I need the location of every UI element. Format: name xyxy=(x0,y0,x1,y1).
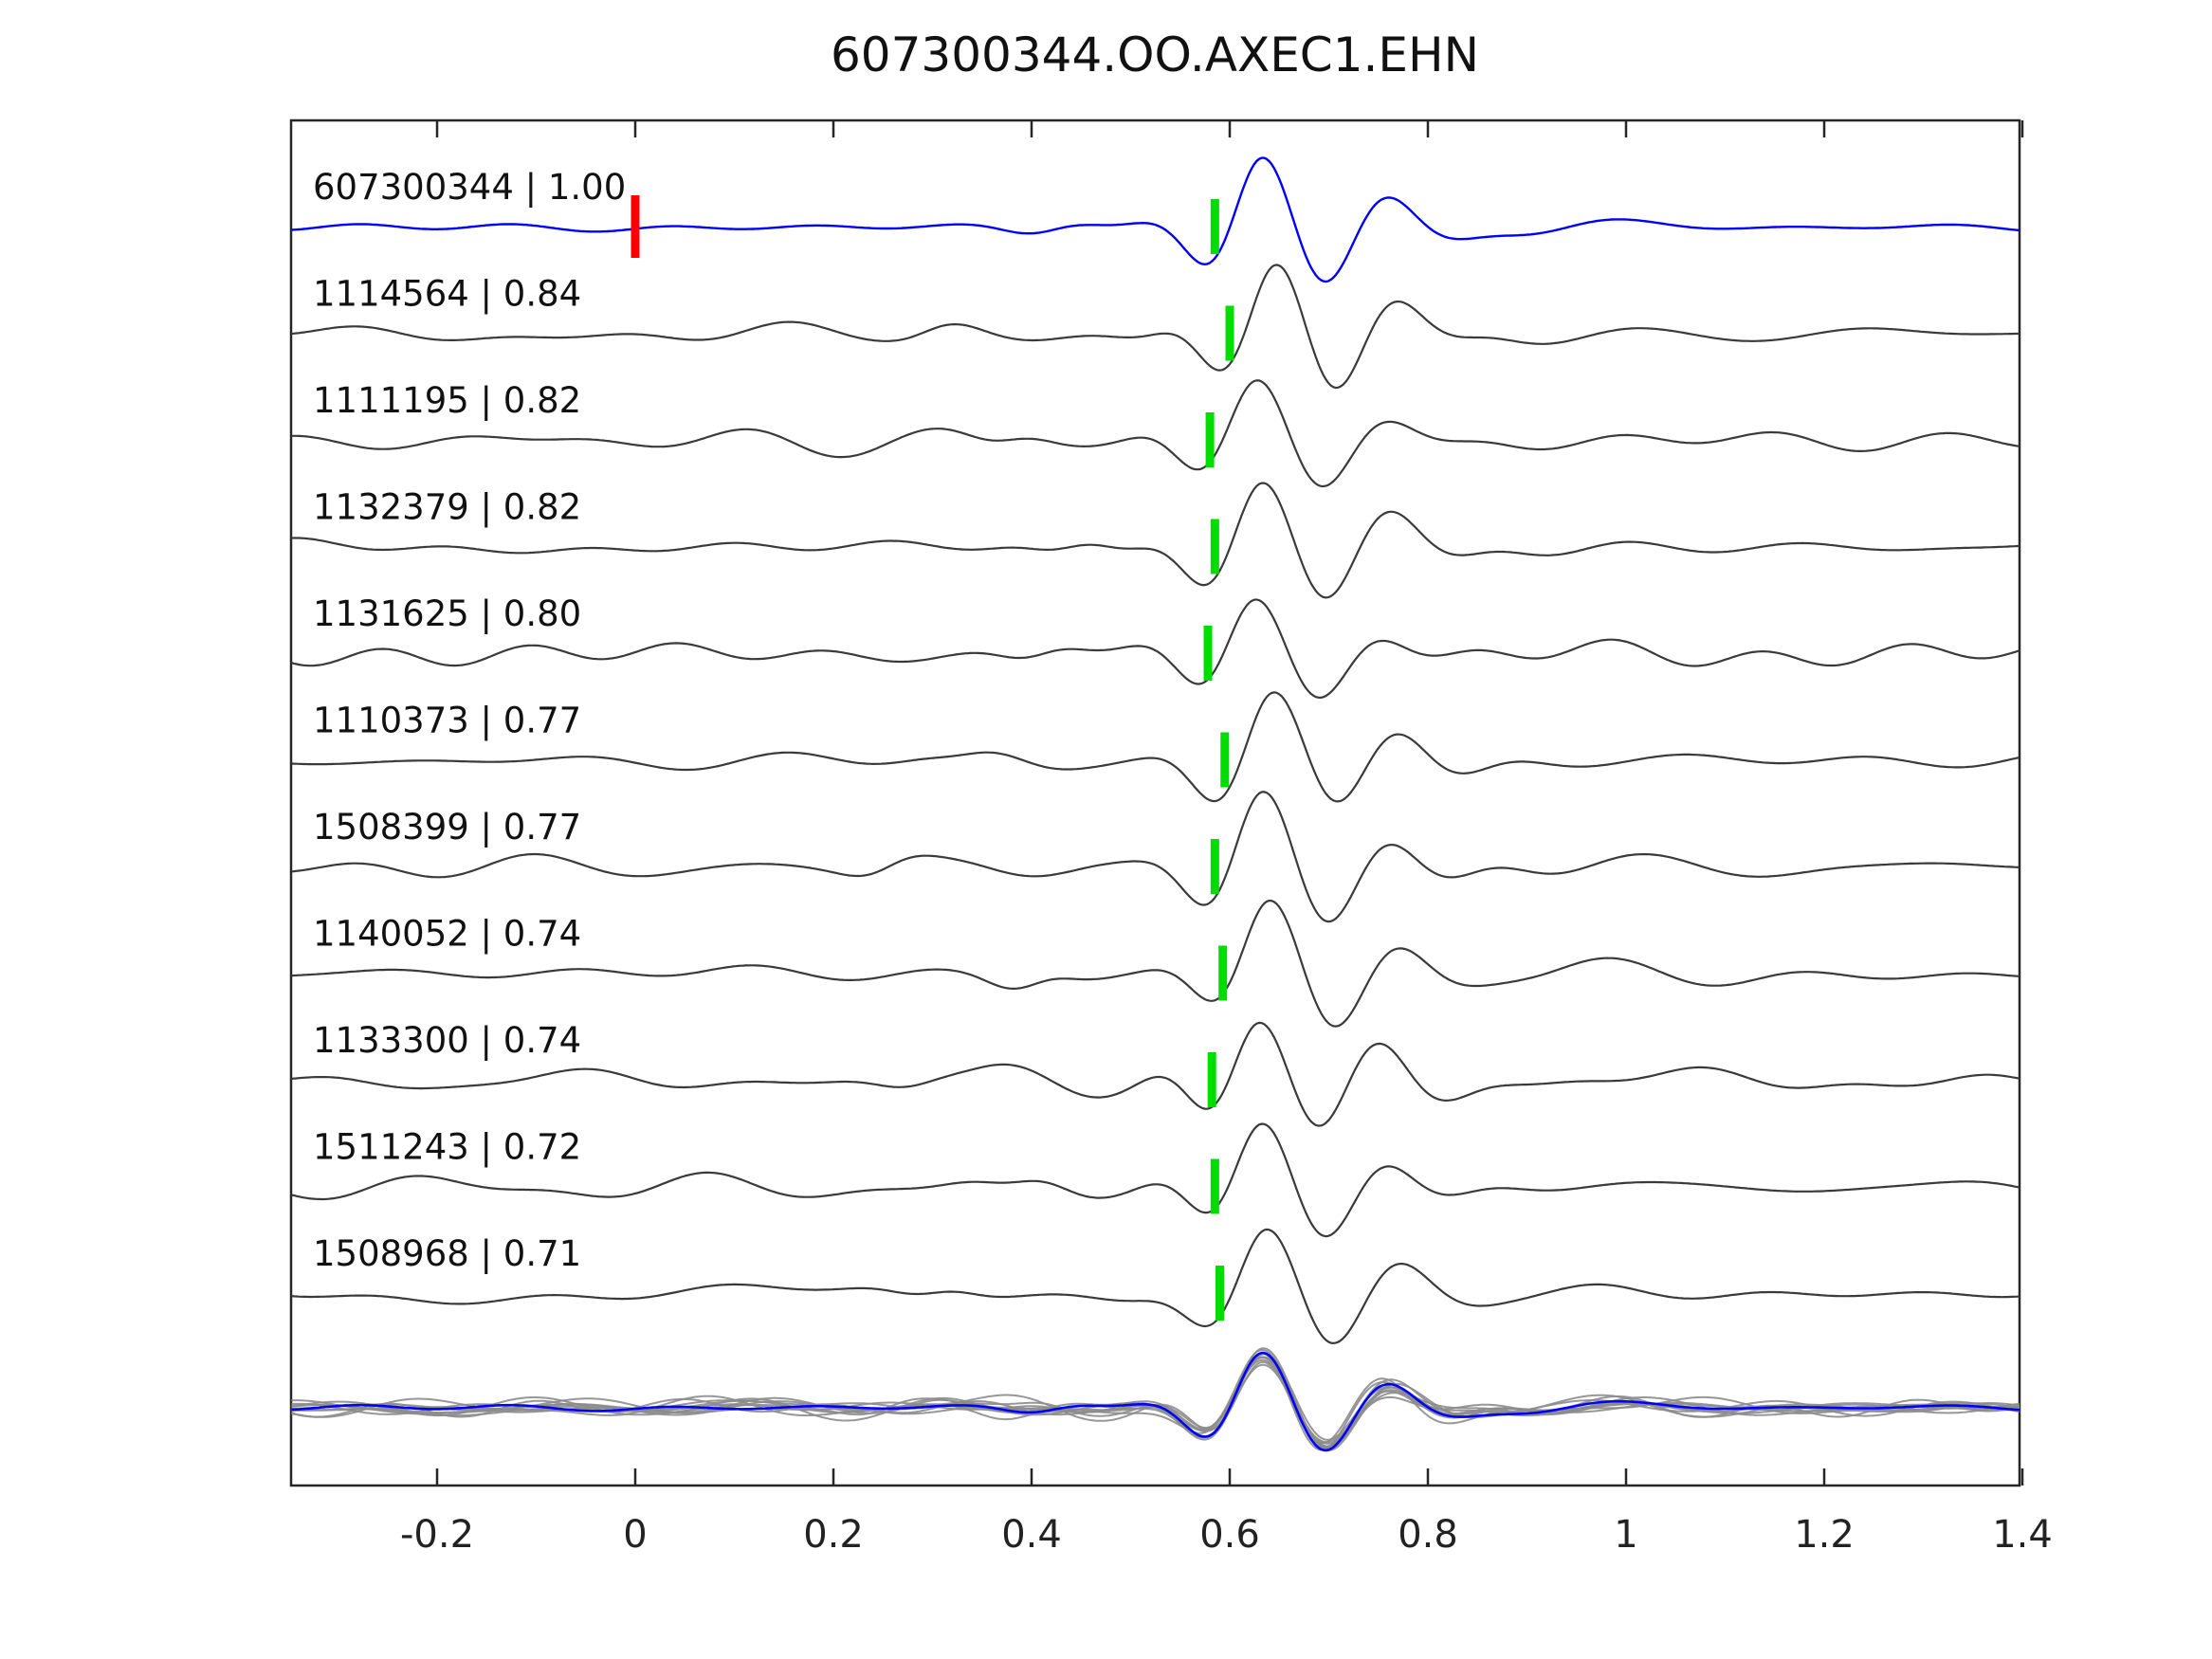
match-trace xyxy=(291,264,2020,390)
match-trace xyxy=(291,379,2020,488)
match-trace xyxy=(291,900,2020,1028)
x-tick-label: 1.2 xyxy=(1794,1513,1855,1557)
match-trace xyxy=(291,598,2020,700)
x-tick-label: 0 xyxy=(623,1513,647,1557)
plot-title: 607300344.OO.AXEC1.EHN xyxy=(831,27,1479,82)
axes-box xyxy=(289,118,2021,1487)
trace-label: 1508399 | 0.77 xyxy=(313,807,581,848)
x-tick-label: 1.4 xyxy=(1992,1513,2053,1557)
trace-label: 607300344 | 1.00 xyxy=(313,167,626,208)
overlay-trace xyxy=(291,1353,2020,1441)
match-trace xyxy=(291,691,2020,803)
x-tick-label: 0.8 xyxy=(1398,1513,1458,1557)
trace-label: 1508968 | 0.71 xyxy=(313,1233,581,1274)
match-trace xyxy=(291,482,2020,599)
trace-label: 1511243 | 0.72 xyxy=(313,1127,581,1168)
x-tick-label: 1 xyxy=(1614,1513,1637,1557)
trace-label: 1140052 | 0.74 xyxy=(313,914,581,955)
template-trace xyxy=(291,156,2020,283)
trace-label: 1111195 | 0.82 xyxy=(313,380,581,421)
trace-label: 1114564 | 0.84 xyxy=(313,274,581,315)
trace-label: 1133300 | 0.74 xyxy=(313,1020,581,1061)
trace-label: 1110373 | 0.77 xyxy=(313,701,581,741)
trace-label: 1132379 | 0.82 xyxy=(313,487,581,528)
x-tick-label: 0.4 xyxy=(1001,1513,1062,1557)
match-trace xyxy=(291,791,2020,923)
overlay-trace xyxy=(291,1347,2020,1452)
x-tick-label: 0.2 xyxy=(803,1513,864,1557)
plot-area: -0.2 0 0.2 0.4 0.6 0.8 1 1.2 1.4 607300344 | 1.00… xyxy=(289,118,2053,1557)
overlay-template-trace xyxy=(291,1351,2020,1452)
match-trace xyxy=(291,1122,2020,1238)
match-trace xyxy=(291,1228,2020,1345)
x-tick-label: 0.6 xyxy=(1199,1513,1260,1557)
x-tick-label: -0.2 xyxy=(400,1513,474,1557)
match-trace xyxy=(291,1021,2020,1127)
trace-label: 1131625 | 0.80 xyxy=(313,593,581,634)
